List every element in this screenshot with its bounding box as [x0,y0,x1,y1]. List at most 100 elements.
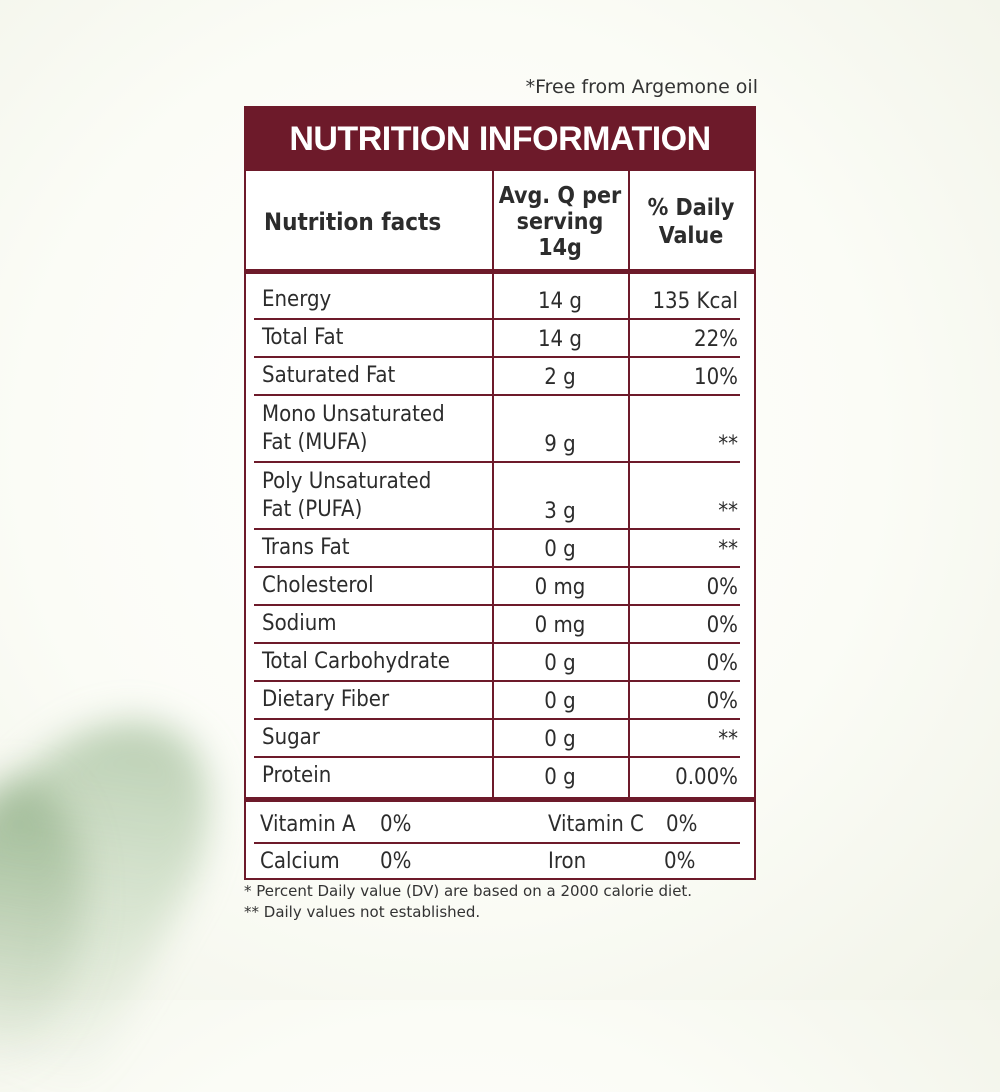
nutrient-name-line: Sugar [262,725,320,750]
nutrient-daily-value: 0% [706,651,738,676]
footnote-dv: * Percent Daily value (DV) are based on … [244,882,693,900]
nutrient-row: Poly Unsaturated Fat (PUFA) 3 g ** [246,461,754,528]
row-divider [254,718,740,720]
column-divider [628,274,630,797]
iron-label: Iron [548,849,587,874]
nutrient-quantity: 0 g [544,765,576,790]
nutrient-quantity: 9 g [544,432,576,457]
nutrient-name: Sodium [262,610,337,638]
nutrient-name: Trans Fat [262,534,350,562]
nutrition-title: NUTRITION INFORMATION [246,108,754,171]
header-qty-line3: 14g [538,235,582,261]
nutrient-name-line: Cholesterol [262,573,374,598]
vitamin-c-label: Vitamin C [548,812,644,837]
nutrient-name-line: Energy [262,287,332,312]
row-divider [254,680,740,682]
nutrient-name-line: Mono Unsaturated [262,402,445,427]
nutrient-row: Saturated Fat 2 g 10% [246,356,754,394]
nutrient-quantity: 0 mg [534,575,586,600]
nutrient-name: Poly Unsaturated Fat (PUFA) [262,468,431,524]
row-divider [254,604,740,606]
nutrient-name-line: Trans Fat [262,535,350,560]
row-divider [254,356,740,358]
iron-value: 0% [664,849,696,874]
nutrient-daily-value: 10% [694,365,738,390]
nutrient-row: Mono Unsaturated Fat (MUFA) 9 g ** [246,394,754,461]
vitamin-a-value: 0% [380,812,412,837]
nutrient-row: Cholesterol 0 mg 0% [246,566,754,604]
row-divider [254,842,740,844]
nutrient-daily-value: ** [718,537,738,562]
header-avg-quantity: Avg. Q per serving 14g [492,171,628,273]
nutrient-name: Cholesterol [262,572,374,600]
nutrient-name-line: Total Carbohydrate [262,649,450,674]
nutrient-name-line: Protein [262,763,332,788]
row-divider [254,756,740,758]
nutrient-row: Sugar 0 g ** [246,718,754,756]
row-divider [254,394,740,396]
nutrient-name-line: Fat (MUFA) [262,430,368,455]
nutrient-daily-value: ** [718,499,738,524]
row-divider [254,566,740,568]
nutrient-name-line: Dietary Fiber [262,687,390,712]
nutrient-quantity: 3 g [544,499,576,524]
calcium-label: Calcium [260,849,340,874]
nutrient-row: Energy 14 g 135 Kcal [246,280,754,318]
nutrient-name: Saturated Fat [262,362,395,390]
footnote-not-established: ** Daily values not established. [244,903,481,921]
header-dv-line2: Value [658,223,724,249]
nutrient-name: Protein [262,762,331,790]
column-divider [492,274,494,797]
nutrient-row: Total Fat 14 g 22% [246,318,754,356]
nutrient-name-line: Sodium [262,611,337,636]
nutrient-quantity: 2 g [544,365,576,390]
nutrient-name-line: Total Fat [262,325,344,350]
nutrient-daily-value: 0% [706,689,738,714]
nutrient-daily-value: 22% [694,327,738,352]
nutrient-name-line: Saturated Fat [262,363,396,388]
column-divider [628,171,630,271]
calcium-value: 0% [380,849,412,874]
nutrient-name: Energy [262,286,331,314]
nutrient-row: Trans Fat 0 g ** [246,528,754,566]
header-divider [246,269,754,274]
nutrient-quantity: 0 g [544,651,576,676]
nutrient-name: Mono Unsaturated Fat (MUFA) [262,401,445,457]
row-divider [254,642,740,644]
nutrient-name: Sugar [262,724,320,752]
nutrient-quantity: 0 g [544,689,576,714]
nutrient-daily-value: ** [718,727,738,752]
nutrient-name-line: Fat (PUFA) [262,497,363,522]
nutrient-daily-value: 0.00% [675,765,738,790]
nutrient-quantity: 14 g [537,289,583,314]
nutrient-daily-value: ** [718,432,738,457]
nutrient-quantity: 0 g [544,537,576,562]
nutrient-quantity: 0 g [544,727,576,752]
vitamin-a-label: Vitamin A [260,812,356,837]
nutrient-name-line: Poly Unsaturated [262,469,432,494]
header-dv-line1: % Daily [647,195,735,221]
nutrient-row: Sodium 0 mg 0% [246,604,754,642]
vitamins-divider [246,797,754,802]
nutrient-row: Protein 0 g 0.00% [246,756,754,794]
header-nutrition-facts: Nutrition facts [264,208,442,236]
nutrient-quantity: 0 mg [534,613,586,638]
vitamin-c-value: 0% [666,812,698,837]
header-daily-value: % Daily Value [628,171,754,273]
nutrient-row: Dietary Fiber 0 g 0% [246,680,754,718]
nutrient-name: Total Fat [262,324,343,352]
row-divider [254,318,740,320]
nutrient-quantity: 14 g [537,327,583,352]
row-divider [254,528,740,530]
nutrient-daily-value: 135 Kcal [652,289,738,314]
column-divider [492,171,494,271]
header-qty-line1: Avg. Q per [498,183,622,209]
nutrient-daily-value: 0% [706,613,738,638]
nutrient-row: Total Carbohydrate 0 g 0% [246,642,754,680]
nutrient-daily-value: 0% [706,575,738,600]
nutrition-card: NUTRITION INFORMATION Nutrition facts Av… [244,106,756,880]
header-qty-line2: serving [516,209,604,235]
nutrient-name: Total Carbohydrate [262,648,450,676]
argemone-note: *Free from Argemone oil [525,76,758,98]
row-divider [254,461,740,463]
